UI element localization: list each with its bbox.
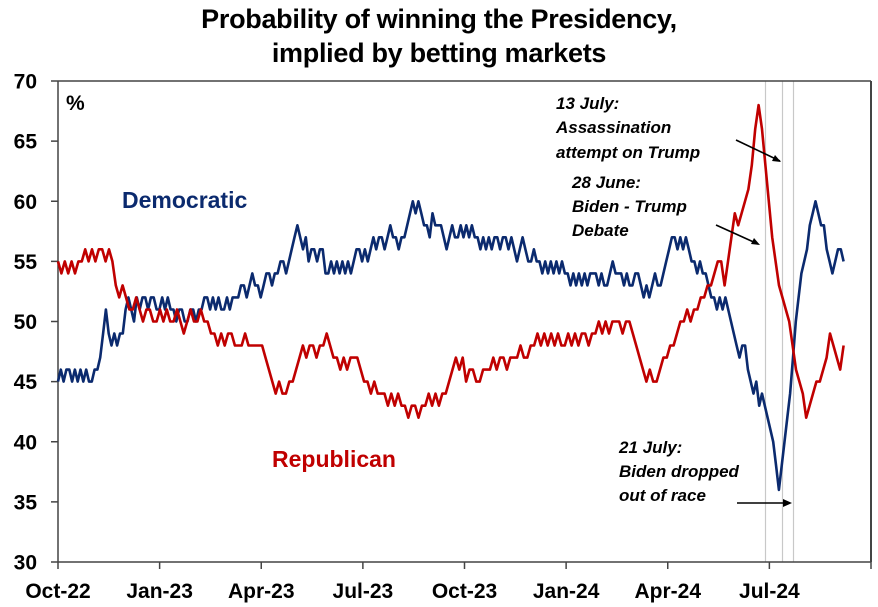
x-tick-label: Apr-23 — [228, 580, 295, 603]
x-tick-label: Jan-24 — [533, 580, 600, 603]
y-tick-label: 40 — [14, 431, 37, 454]
annotation-biden-line-1: 21 July: — [618, 438, 682, 457]
chart-title-line-2: implied by betting markets — [271, 38, 607, 68]
annotation-assassination-line-2: Assassination — [555, 118, 671, 137]
arrowhead-icon — [772, 155, 781, 162]
annotation-debate-line-3: Debate — [572, 221, 629, 240]
annotation-debate-arrow — [715, 224, 759, 245]
annotation-assassination: 13 July: Assassination attempt on Trump — [555, 94, 781, 162]
y-tick-label: 70 — [14, 71, 37, 94]
x-tick-label: Oct-23 — [432, 580, 497, 603]
annotation-debate-line-1: 28 June: — [571, 173, 641, 192]
y-tick-label: 45 — [14, 371, 38, 394]
series-lines — [56, 103, 845, 492]
series-label-democratic: Democratic — [122, 187, 247, 213]
annotation-biden-line-2: Biden dropped — [619, 462, 740, 481]
series-label-republican: Republican — [272, 446, 396, 472]
arrowhead-icon — [751, 238, 760, 245]
series-line-democratic — [56, 200, 845, 492]
y-tick-label: 65 — [14, 131, 38, 154]
y-tick-label: 55 — [14, 251, 38, 274]
x-tick-label: Oct-22 — [25, 580, 90, 603]
y-tick-label: 35 — [14, 491, 38, 514]
annotation-biden-dropped: 21 July: Biden dropped out of race — [618, 438, 792, 507]
annotation-debate: 28 June: Biden - Trump Debate — [571, 173, 760, 245]
annotation-assassination-arrow — [735, 139, 781, 162]
x-axis-ticks: Oct-22 Jan-23 Apr-23 Jul-23 Oct-23 Jan-24 Apr-… — [25, 562, 872, 603]
annotation-debate-line-2: Biden - Trump — [572, 197, 687, 216]
y-tick-label: 60 — [14, 191, 37, 214]
annotation-biden-line-3: out of race — [619, 486, 706, 505]
chart-title-line-1: Probability of winning the Presidency, — [201, 4, 677, 34]
x-tick-label: Apr-24 — [634, 580, 701, 603]
annotation-assassination-line-1: 13 July: — [556, 94, 619, 113]
chart-title: Probability of winning the Presidency, i… — [0, 2, 878, 70]
x-tick-label: Jul-23 — [333, 580, 394, 603]
y-tick-label: 50 — [14, 311, 37, 334]
arrowhead-icon — [783, 499, 792, 507]
x-tick-label: Jan-23 — [126, 580, 193, 603]
y-axis-ticks: 30 35 40 45 50 55 60 65 70 — [14, 71, 58, 575]
annotation-assassination-line-3: attempt on Trump — [556, 143, 700, 162]
series-line-republican — [56, 103, 845, 420]
y-axis-unit-label: % — [66, 92, 85, 115]
y-tick-label: 30 — [14, 552, 37, 575]
x-tick-label: Jul-24 — [739, 580, 800, 603]
